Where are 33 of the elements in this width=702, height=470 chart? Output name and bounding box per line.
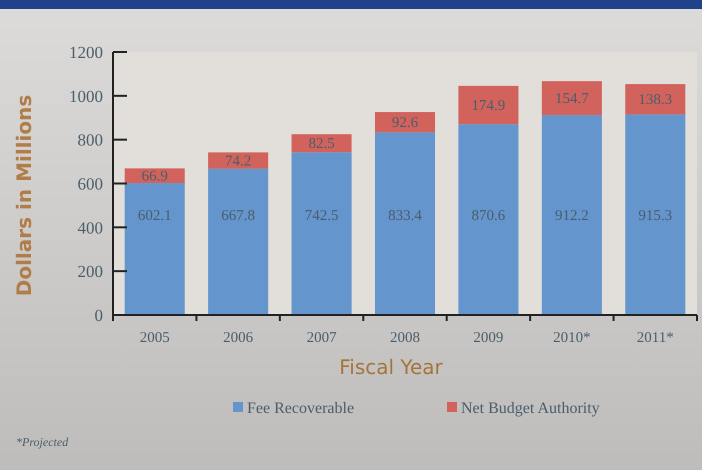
data-label: 667.8 bbox=[221, 208, 256, 224]
legend-label: Fee Recoverable bbox=[247, 400, 354, 417]
y-tick-label: 200 bbox=[78, 262, 103, 282]
data-label: 154.7 bbox=[554, 91, 590, 108]
text: *Projected bbox=[16, 435, 70, 449]
data-label: 66.9 bbox=[142, 168, 168, 185]
data-label: 92.6 bbox=[392, 115, 419, 132]
data-label: 742.5 bbox=[304, 208, 338, 224]
data-label: 912.2 bbox=[554, 208, 589, 224]
legend-label: Net Budget Authority bbox=[461, 400, 600, 417]
x-axis-title: Fiscal Year bbox=[339, 355, 444, 379]
y-tick-label: 800 bbox=[78, 130, 103, 150]
x-tick-label: 2011* bbox=[636, 330, 674, 346]
y-tick-label: 1200 bbox=[69, 43, 103, 62]
y-tick-label: 1000 bbox=[69, 86, 103, 106]
x-tick-label: 2008 bbox=[390, 330, 420, 346]
y-axis-title: Dollars in Millions bbox=[12, 94, 36, 296]
data-label: 870.6 bbox=[472, 208, 506, 224]
data-label: 74.2 bbox=[225, 154, 252, 170]
x-tick-label: 2007 bbox=[306, 330, 338, 346]
y-tick-label: 600 bbox=[78, 174, 103, 194]
x-tick-label: 2009 bbox=[473, 330, 504, 346]
y-tick-label: 400 bbox=[78, 218, 103, 238]
y-tick-label: 0 bbox=[94, 306, 103, 325]
data-label: 833.4 bbox=[388, 208, 422, 224]
x-tick-label: 2010* bbox=[553, 330, 591, 346]
x-tick-label: 2005 bbox=[140, 330, 170, 346]
data-label: 915.3 bbox=[638, 208, 672, 224]
data-label: 82.5 bbox=[308, 136, 335, 152]
x-tick-label: 2006 bbox=[223, 330, 254, 346]
data-label: 174.9 bbox=[472, 98, 506, 114]
data-label: 602.1 bbox=[138, 208, 172, 224]
data-label: 138.3 bbox=[638, 92, 672, 108]
